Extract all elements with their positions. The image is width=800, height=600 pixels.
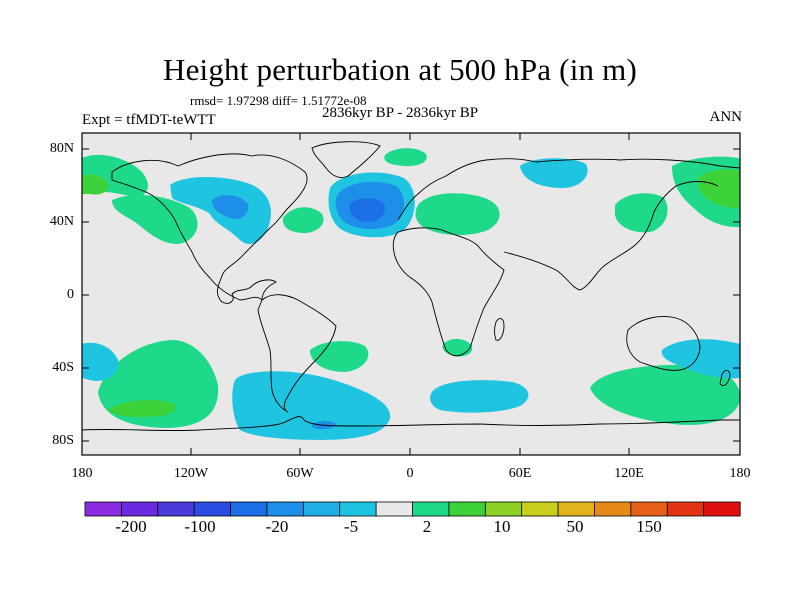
rmsd-diff-text: rmsd= 1.97298 diff= 1.51772e-08 <box>190 93 367 108</box>
contour-pos-far-east <box>697 169 740 209</box>
map-frame <box>81 132 741 456</box>
colorbar-swatch-13 <box>557 501 596 517</box>
contour-pos-nw-atlantic <box>282 207 324 234</box>
coast-antarctica <box>82 416 740 432</box>
colorbar-swatch-15 <box>630 501 668 517</box>
lon-label-60e: 60E <box>508 466 532 481</box>
coast-asia <box>503 181 719 291</box>
lon-label-180e: 180 <box>729 466 751 481</box>
colorbar-swatch-6 <box>302 501 341 517</box>
contour-pos-europe <box>415 193 500 236</box>
colorbar-label-minus200: -200 <box>115 517 147 536</box>
axis-ticks <box>81 133 741 455</box>
plot-title: Height perturbation at 500 hPa (in m) <box>162 52 638 87</box>
colorbar-swatch-3 <box>193 501 232 517</box>
contour-pos-south-africa <box>442 338 473 357</box>
contour-pos-north-pacific <box>112 194 198 244</box>
experiment-label: Expt = tfMDT-teWTT <box>82 112 216 128</box>
lat-label-40n: 40N <box>49 214 74 229</box>
contour-neg-south-atlantic <box>430 380 529 413</box>
contour-neg-north-america-core <box>212 195 249 220</box>
colorbar-swatch-11 <box>484 501 523 517</box>
lat-label-80n: 80N <box>49 141 74 156</box>
colorbar-swatch-4 <box>230 501 268 517</box>
contour-neg-drake <box>247 374 289 403</box>
coastlines <box>82 141 740 432</box>
colorbar-swatch-16 <box>666 501 705 517</box>
period-text: 2836kyr BP - 2836kyr BP <box>321 105 479 121</box>
coast-madagascar <box>494 318 505 341</box>
colorbar-swatch-2 <box>157 501 195 517</box>
contour-pos-sw-atlantic <box>310 341 369 372</box>
coast-europe <box>397 158 740 221</box>
coast-africa <box>392 227 505 357</box>
coast-australia <box>626 316 701 371</box>
colorbar-swatch-0 <box>84 501 122 517</box>
colorbar-swatch-7 <box>339 501 377 517</box>
colorbar-label-50: 50 <box>566 517 584 536</box>
contour-neg-siberia <box>520 158 588 188</box>
contour-pos-southern-indian <box>590 364 740 425</box>
colorbar <box>84 501 741 517</box>
lon-label-180w: 180 <box>71 466 93 481</box>
lat-label-80s: 80S <box>52 433 74 448</box>
colorbar-swatch-5 <box>266 501 304 517</box>
coast-greenland <box>311 141 381 179</box>
lon-label-120w: 120W <box>173 466 209 481</box>
contour-pos-east-asia <box>615 193 668 233</box>
colorbar-swatch-17 <box>703 501 741 517</box>
coast-south-america <box>257 294 337 413</box>
colorbar-swatch-14 <box>594 501 632 517</box>
anomaly-field <box>82 148 740 440</box>
lat-label-40s: 40S <box>52 360 74 375</box>
contour-neg-north-atlantic-core <box>349 198 386 222</box>
colorbar-swatch-10 <box>448 501 486 517</box>
contour-pos-greenland <box>384 148 427 167</box>
colorbar-label-2: 2 <box>422 517 432 536</box>
colorbar-label-150: 150 <box>636 517 662 536</box>
colorbar-label-minus5: -5 <box>343 517 359 536</box>
colorbar-swatch-1 <box>120 501 159 517</box>
coast-north-america <box>111 153 308 304</box>
lon-label-120e: 120E <box>614 466 644 481</box>
colorbar-swatch-8 <box>375 501 414 517</box>
colorbar-swatch-9 <box>412 501 450 517</box>
colorbar-swatch-12 <box>521 501 559 517</box>
lon-label-0: 0 <box>406 466 414 481</box>
lon-label-60w: 60W <box>286 466 314 481</box>
colorbar-label-minus100: -100 <box>184 517 216 536</box>
colorbar-label-minus20: -20 <box>265 517 289 536</box>
contour-pos-south-pacific-core <box>108 400 176 418</box>
contour-neg-east-pacific-south <box>82 342 119 382</box>
colorbar-label-10: 10 <box>493 517 511 536</box>
contour-pos-nw-pacific-core <box>82 174 109 195</box>
contour-neg-tasman <box>661 339 740 379</box>
lat-label-0: 0 <box>67 287 74 302</box>
coast-new-zealand <box>719 369 731 387</box>
season-label: ANN <box>709 109 743 125</box>
